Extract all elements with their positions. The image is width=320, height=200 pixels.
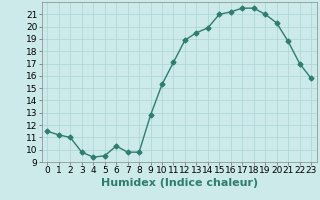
X-axis label: Humidex (Indice chaleur): Humidex (Indice chaleur) <box>100 178 258 188</box>
